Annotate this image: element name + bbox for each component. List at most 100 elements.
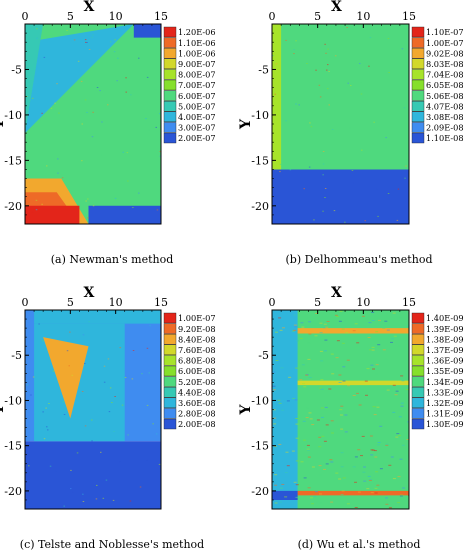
field-speckle [327,64,329,66]
legend: 1.20E-061.10E-061.00E-069.00E-078.00E-07… [163,26,216,144]
field-speckle [159,151,161,152]
field-speckle [63,505,65,507]
field-speckle [275,63,278,65]
x-tick-label: 10 [109,10,123,23]
x-tick-label: 0 [22,296,29,309]
field-speckle [293,314,297,316]
legend-label: 9.20E-08 [178,324,216,334]
field-speckle [103,365,106,367]
field-speckle [340,405,344,407]
field-speckle [392,411,396,413]
legend-label: 1.31E-09 [426,409,464,419]
field-speckle [375,331,379,333]
field-speckle [43,438,46,440]
field-speckle [374,487,378,489]
x-tick-label: 5 [314,10,321,23]
field-speckle [69,331,71,333]
field-speckle [387,38,390,39]
panel-2: 0 5 10 15 X -5 -10 -15 -20 Y 1.10E-071.00E-079.02E… [238,0,464,266]
contour-region [272,169,409,224]
x-axis-title: X [83,285,94,301]
field-speckle [328,388,332,390]
x-tick-label: 15 [154,296,168,309]
field-speckle [387,193,390,194]
field-speckle [323,468,326,470]
x-tick-label: 5 [314,296,321,309]
field-speckle [364,220,366,222]
field-speckle [274,484,278,486]
field-speckle [280,367,284,369]
field-speckle [146,347,149,349]
field-speckle [116,80,118,82]
field-speckle [146,459,148,461]
field-speckle [354,481,357,483]
field-speckle [405,165,407,167]
field-speckle [95,498,98,500]
field-speckle [311,503,314,505]
field-speckle [338,320,342,322]
field-speckle [315,313,319,314]
field-speckle [62,401,65,403]
y-axis-title: Y [238,118,254,130]
field-speckle [88,321,90,323]
field-speckle [385,444,389,446]
field-speckle [319,332,323,334]
field-speckle [400,375,404,377]
field-speckle [326,69,328,71]
field-speckle [398,416,402,418]
x-tick-label: 0 [269,10,276,23]
field-speckle [377,444,380,446]
legend: 1.10E-071.00E-079.02E-088.03E-087.04E-08… [411,26,464,144]
field-speckle [273,417,277,419]
field-speckle [57,158,59,160]
field-speckle [295,423,299,425]
field-speckle [41,112,43,114]
field-speckle [91,36,93,38]
legend-label: 3.08E-08 [426,112,464,122]
legend-label: 4.40E-08 [178,387,216,397]
y-tick-label: -10 [251,394,269,407]
legend: 1.00E-079.20E-088.40E-087.60E-086.80E-08… [163,312,216,429]
field-speckle [295,496,299,498]
field-speckle [336,316,339,317]
field-speckle [293,481,297,483]
field-speckle [328,71,330,72]
field-speckle [273,441,277,443]
field-speckle [132,350,135,351]
field-speckle [366,368,370,370]
field-speckle [121,404,124,406]
field-speckle [279,329,283,331]
field-speckle [307,449,310,451]
field-speckle [319,96,322,98]
field-speckle [362,471,366,473]
contour-region [25,24,44,134]
contour-region [43,337,89,419]
field-speckle [354,456,358,458]
field-speckle [314,335,318,337]
field-speckle [114,396,116,397]
field-speckle [26,384,29,386]
contour-region [272,490,298,500]
legend-swatch [163,26,177,38]
field-speckle [112,499,115,501]
field-speckle [322,327,326,329]
field-speckle [289,169,292,171]
legend-label: 5.00E-07 [178,101,216,111]
field-speckle [124,377,127,378]
field-speckle [344,431,348,433]
field-speckle [352,466,356,468]
contour-region [25,205,80,224]
field-speckle [273,445,277,447]
field-speckle [306,448,310,450]
field-speckle [152,423,154,425]
field-speckle [273,483,277,485]
contour-region [272,24,409,170]
field-speckle [330,461,334,463]
field-speckle [340,494,344,495]
field-speckle [92,34,94,36]
field-speckle [285,39,287,41]
field-speckle [322,151,325,152]
field-speckle [345,332,349,334]
field-speckle [87,198,89,200]
field-speckle [360,455,363,457]
